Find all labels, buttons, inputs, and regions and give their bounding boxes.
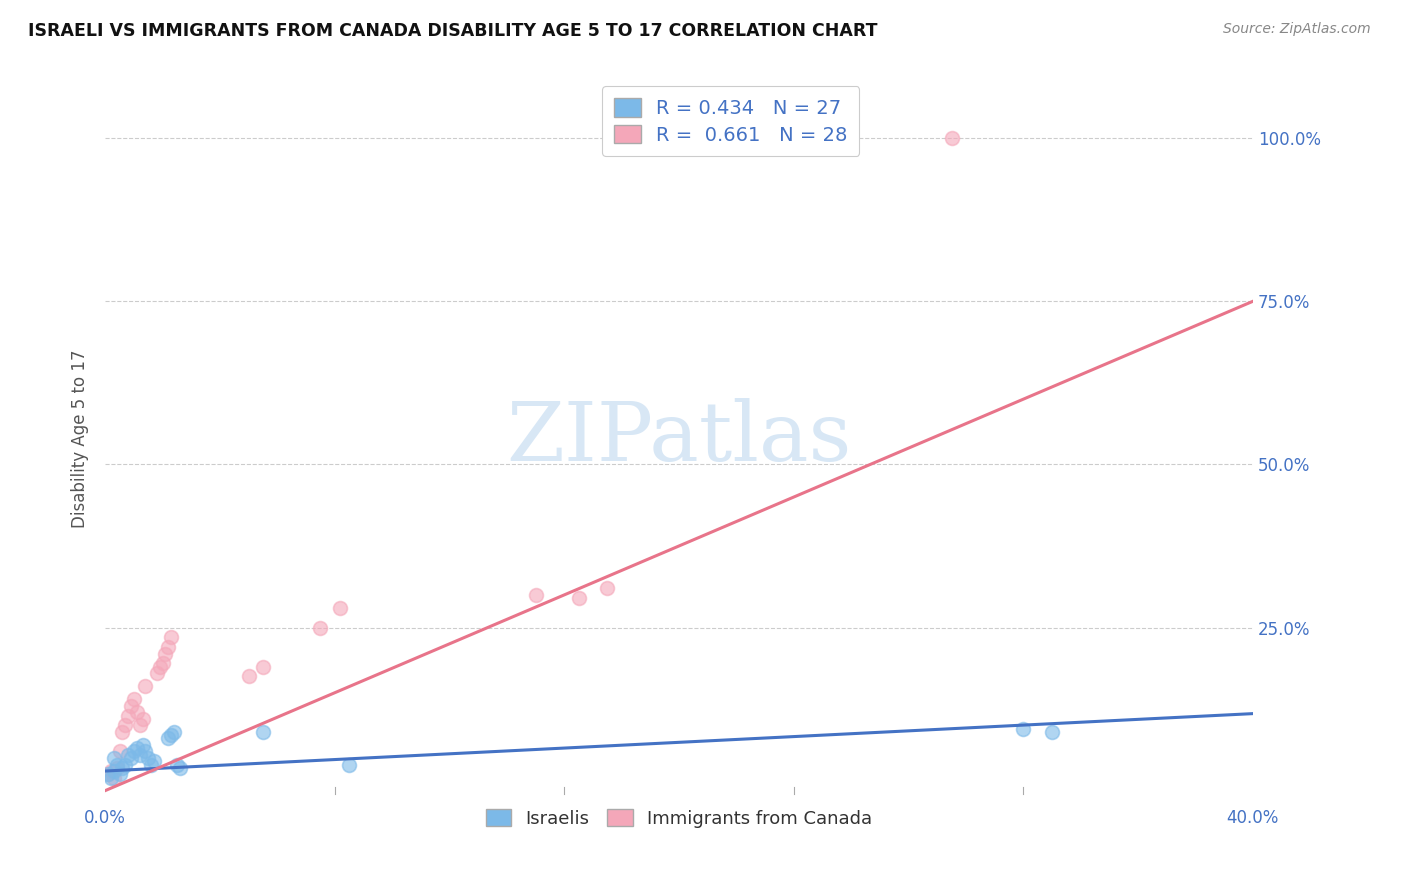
Point [105,757,128,772]
Point [169,761,191,775]
Point [134,679,156,693]
Text: ISRAELI VS IMMIGRANTS FROM CANADA DISABILITY AGE 5 TO 17 CORRELATION CHART: ISRAELI VS IMMIGRANTS FROM CANADA DISABI… [28,22,877,40]
Point [111,761,134,775]
Point [105,761,128,775]
Point [108,767,131,781]
Point [122,744,145,758]
Point [114,757,136,772]
Point [524,588,547,602]
Point [128,747,150,762]
Point [163,725,186,739]
Point [1012,722,1035,736]
Point [941,131,963,145]
Point [117,747,139,762]
Point [108,744,131,758]
Point [139,757,162,772]
Point [329,601,352,615]
Point [125,741,148,756]
Point [568,591,591,606]
Point [128,718,150,732]
Point [134,744,156,758]
Point [152,657,174,671]
Y-axis label: Disability Age 5 to 17: Disability Age 5 to 17 [72,349,89,527]
Point [117,708,139,723]
Point [157,640,180,654]
Point [252,659,274,673]
Point [136,751,159,765]
Text: Source: ZipAtlas.com: Source: ZipAtlas.com [1223,22,1371,37]
Point [157,731,180,746]
Point [146,666,169,681]
Point [111,725,134,739]
Point [166,757,188,772]
Point [160,728,183,742]
Point [120,698,142,713]
Point [100,771,122,785]
Point [252,725,274,739]
Point [97,767,120,781]
Point [122,692,145,706]
Point [337,757,360,772]
Point [149,659,172,673]
Point [143,754,166,768]
Point [238,669,260,683]
Legend: Israelis, Immigrants from Canada: Israelis, Immigrants from Canada [478,802,880,835]
Point [120,751,142,765]
Point [97,767,120,781]
Point [160,630,183,644]
Point [103,764,125,778]
Text: ZIPatlas: ZIPatlas [506,399,852,478]
Point [155,647,177,661]
Point [1040,725,1063,739]
Point [131,712,153,726]
Point [125,706,148,720]
Point [100,764,122,778]
Point [114,718,136,732]
Point [309,620,332,634]
Point [596,582,619,596]
Point [103,771,125,785]
Point [103,751,125,765]
Point [131,738,153,752]
